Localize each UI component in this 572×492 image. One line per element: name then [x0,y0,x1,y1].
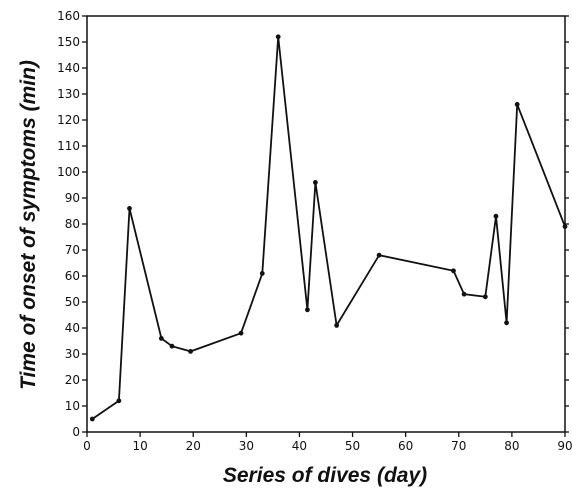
y-tick-label: 100 [57,165,80,179]
plot-frame [86,15,566,433]
y-tick-label: 0 [72,425,80,439]
data-point [376,252,382,258]
data-point [275,34,281,40]
y-tick-label: 160 [57,9,80,23]
data-point [493,213,499,219]
data-point [158,336,164,341]
data-point [305,307,310,313]
axis-ticks: 0102030405060708090100110120130140150160… [57,9,572,453]
x-tick-label: 60 [398,439,413,453]
series-line [91,36,566,420]
y-tick-label: 80 [65,217,80,231]
axes [86,15,566,433]
x-axis-title: Series of dives (day) [223,464,427,487]
x-tick-label: 30 [239,439,254,453]
y-tick-label: 90 [65,191,80,205]
y-tick-label: 30 [65,347,80,361]
data-point [238,330,244,336]
x-tick-label: 40 [292,439,307,453]
y-tick-label: 20 [65,373,80,387]
data-series [89,34,568,422]
data-point [514,102,520,107]
x-tick-label: 20 [186,439,201,453]
data-point [562,224,568,230]
data-point [451,268,456,274]
x-tick-label: 70 [451,439,466,453]
y-tick-label: 130 [57,87,80,101]
data-point [169,343,175,349]
data-point [116,398,122,404]
data-point [461,291,467,297]
data-point [334,323,340,328]
x-tick-label: 10 [132,439,147,453]
x-tick-label: 90 [557,439,572,453]
data-point [312,180,318,185]
y-tick-label: 10 [65,399,80,413]
y-tick-label: 70 [65,243,80,257]
data-point [504,320,509,326]
data-point [259,271,265,276]
data-point [127,206,132,211]
x-tick-label: 0 [83,439,91,453]
y-tick-label: 140 [57,61,80,75]
y-tick-label: 40 [65,321,80,335]
data-point [188,349,193,354]
x-tick-label: 50 [345,439,360,453]
y-tick-label: 150 [57,35,80,49]
data-point [482,294,488,300]
data-point [89,416,95,422]
y-axis-title: Time of onset of symptoms (min) [17,60,40,390]
y-tick-label: 50 [65,295,80,309]
y-tick-label: 120 [57,113,80,127]
y-tick-label: 110 [57,139,80,153]
x-tick-label: 80 [504,439,519,453]
y-tick-label: 60 [65,269,80,283]
